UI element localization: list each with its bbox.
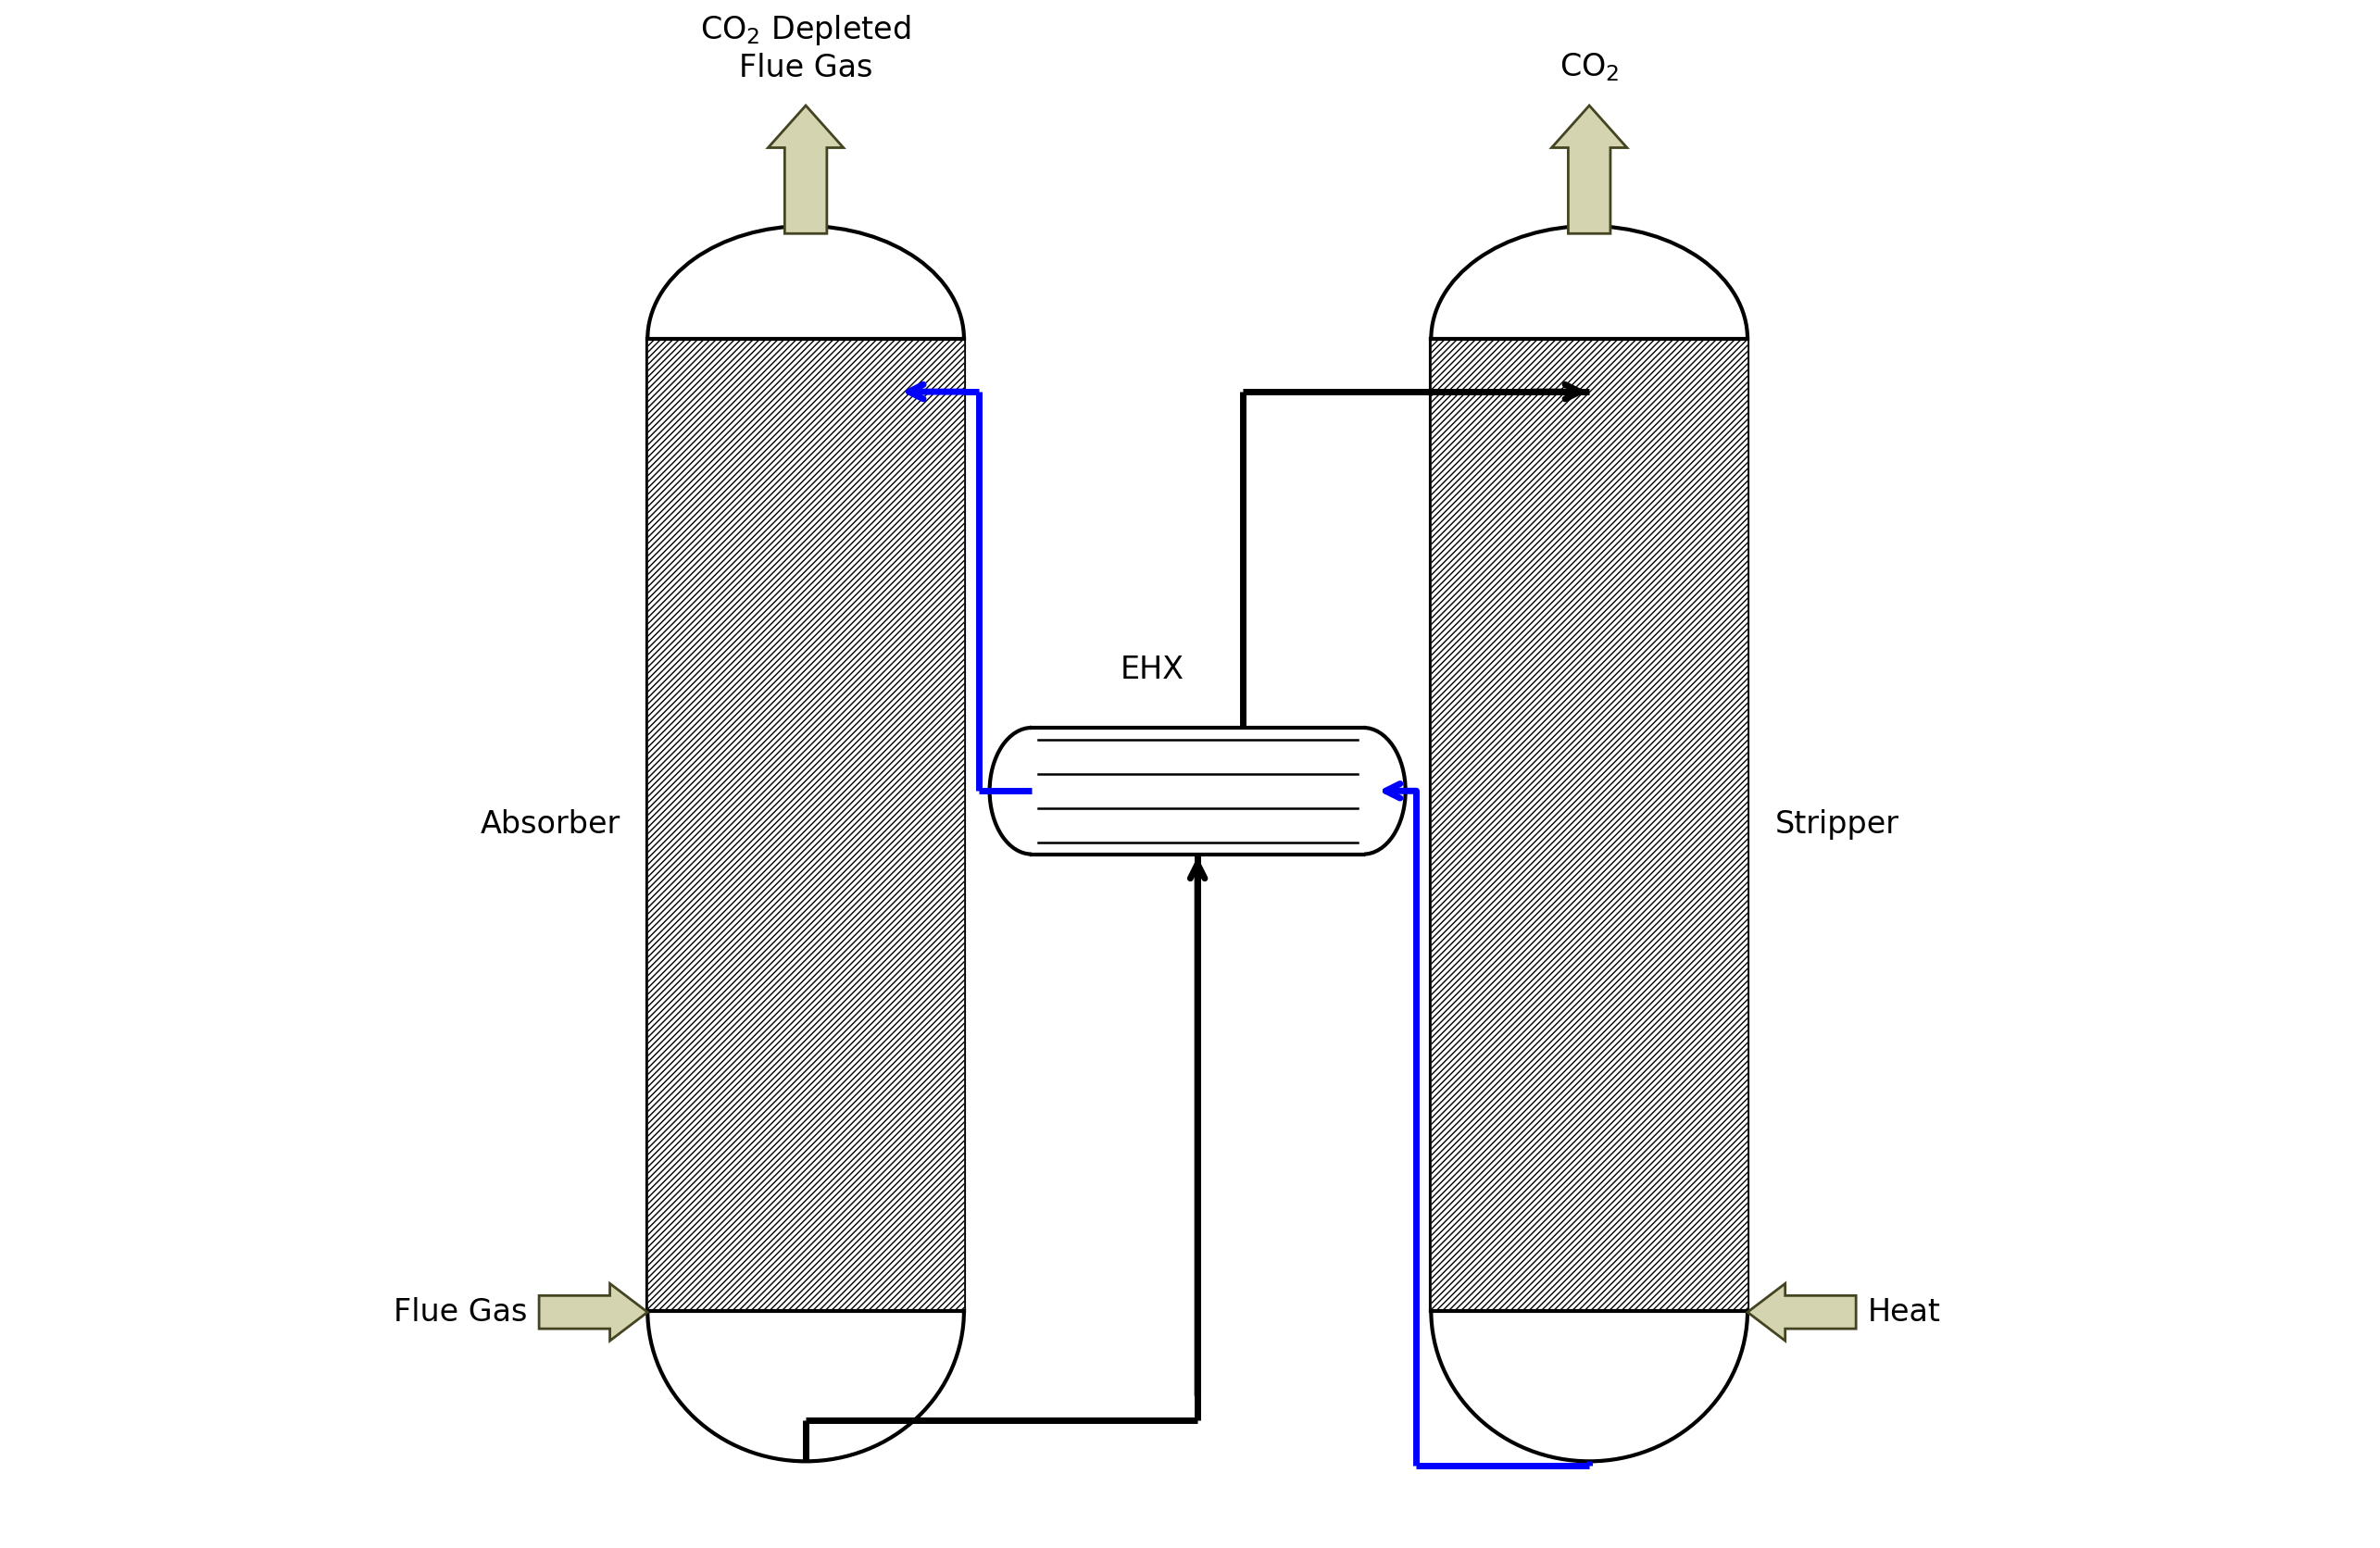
Text: CO$_2$: CO$_2$	[1559, 51, 1618, 84]
Ellipse shape	[1430, 226, 1747, 452]
Text: CO$_2$ Depleted
Flue Gas: CO$_2$ Depleted Flue Gas	[700, 14, 912, 84]
Ellipse shape	[647, 1159, 964, 1461]
FancyArrow shape	[1552, 105, 1628, 234]
Text: Stripper: Stripper	[1775, 810, 1899, 841]
Text: Heat: Heat	[1868, 1297, 1942, 1328]
Polygon shape	[1430, 339, 1747, 1311]
Text: EHX: EHX	[1121, 655, 1185, 686]
Polygon shape	[1430, 339, 1747, 1311]
FancyArrow shape	[769, 105, 843, 234]
Ellipse shape	[647, 226, 964, 452]
Ellipse shape	[1321, 728, 1407, 854]
Ellipse shape	[990, 728, 1073, 854]
Polygon shape	[647, 339, 964, 1311]
Ellipse shape	[1430, 1159, 1747, 1461]
Text: Absorber: Absorber	[481, 810, 621, 841]
Polygon shape	[1033, 728, 1364, 854]
FancyArrow shape	[538, 1283, 647, 1341]
Text: Flue Gas: Flue Gas	[393, 1297, 526, 1328]
FancyArrow shape	[1747, 1283, 1856, 1341]
Polygon shape	[647, 339, 964, 1311]
